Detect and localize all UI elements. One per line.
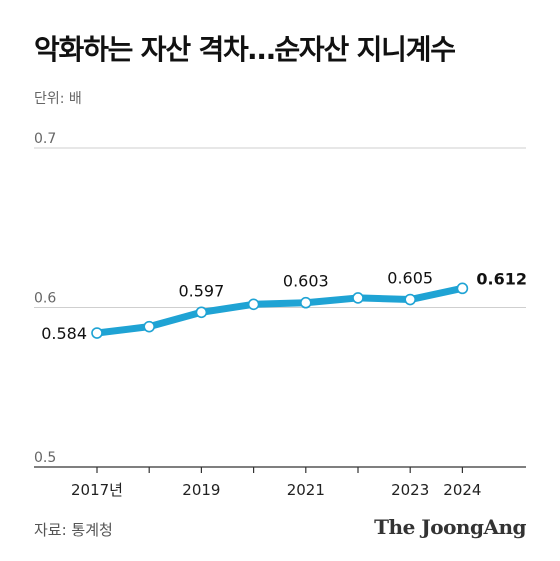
series-line-layer (93, 284, 466, 337)
data-point (247, 298, 260, 311)
data-points (91, 282, 469, 339)
x-tick-label: 2021 (287, 481, 325, 499)
gridlines (34, 147, 526, 308)
data-label: 0.603 (283, 272, 329, 291)
chart-title: 악화하는 자산 격차…순자산 지니계수 (34, 33, 456, 66)
y-tick-label: 0.5 (34, 450, 56, 466)
x-axis: 2017년 2019 2021 2023 2024 (34, 466, 526, 499)
x-tick-label: 2017년 (71, 481, 123, 499)
x-tick-label: 2019 (182, 481, 220, 499)
data-label: 0.584 (41, 324, 87, 343)
data-point (404, 293, 417, 306)
data-point (143, 320, 155, 333)
x-tick-label: 2023 (391, 481, 429, 499)
x-tick-label: 2024 (443, 481, 481, 499)
y-axis-ticks: 0.5 0.6 0.7 (34, 131, 56, 466)
data-label: 0.605 (387, 269, 433, 288)
data-point (195, 306, 208, 319)
source-note: 자료: 통계청 (34, 521, 113, 539)
data-label: 0.612 (476, 269, 527, 288)
data-label: 0.597 (178, 281, 224, 300)
series-line (93, 284, 466, 337)
y-tick-label: 0.6 (34, 291, 56, 307)
data-point (299, 296, 312, 309)
publisher-logo: The JoongAng (374, 515, 526, 539)
unit-label: 단위: 배 (34, 91, 82, 107)
data-labels: 0.584 0.597 0.603 0.605 0.612 (41, 269, 527, 343)
data-point (352, 292, 364, 304)
data-point (91, 327, 103, 339)
data-point (456, 282, 469, 295)
y-tick-label: 0.7 (34, 131, 56, 147)
